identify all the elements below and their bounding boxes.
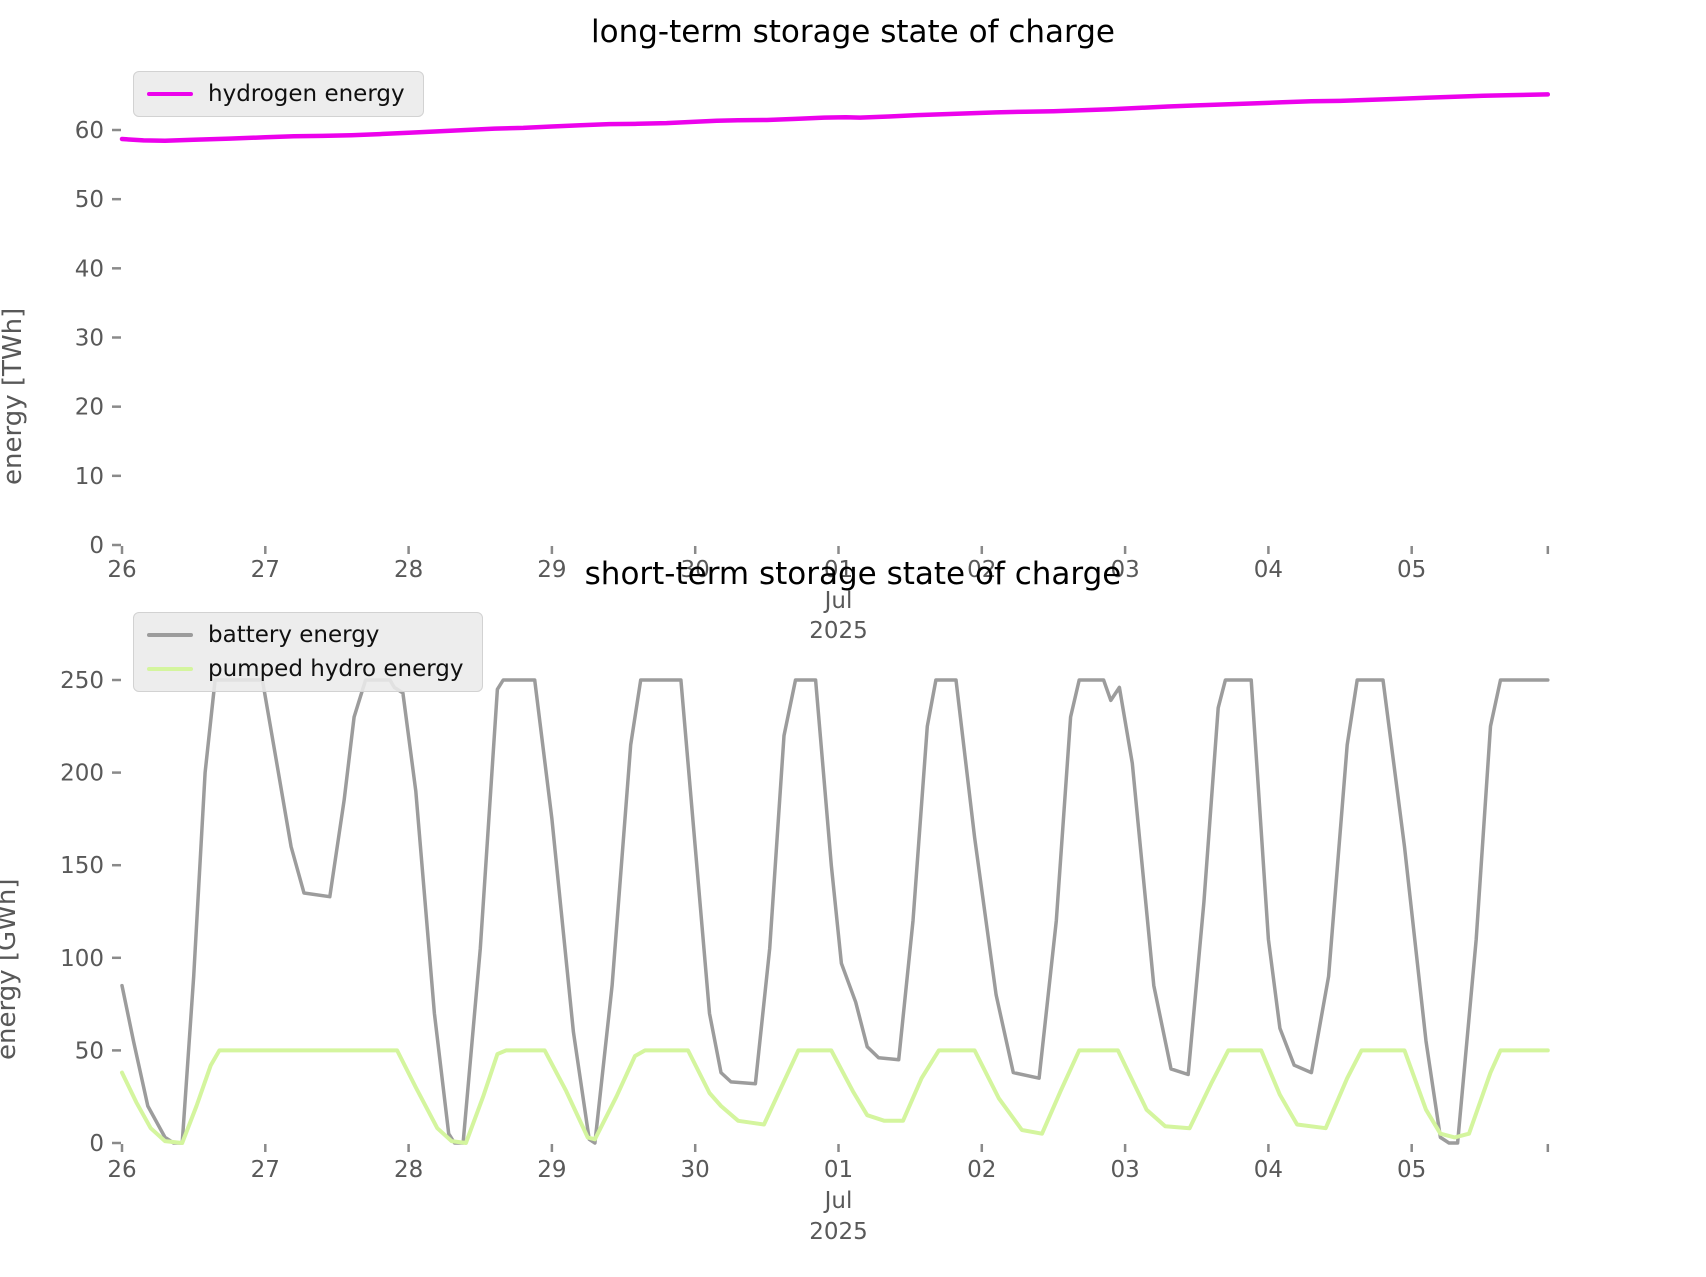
legend-item-hydrogen: hydrogen energy [147,81,405,107]
long-term-legend: hydrogen energy [133,71,424,117]
pumped-hydro-line-swatch [147,667,193,671]
x-axis-month-label: Jul [823,588,853,614]
hydrogen-line-swatch [147,92,193,96]
x-tick-label: 04 [1254,557,1283,583]
x-tick-label: 29 [537,1157,566,1183]
y-tick-label: 0 [89,1131,104,1157]
legend-label-battery: battery energy [208,622,380,648]
short-term-legend: battery energy pumped hydro energy [133,612,483,692]
y-tick-label: 50 [75,1038,104,1064]
y-tick-label: 20 [75,395,104,421]
legend-label-pumped-hydro: pumped hydro energy [208,656,464,682]
y-tick-label: 40 [75,256,104,282]
x-tick-label: 05 [1397,557,1426,583]
long-term-chart-title: long-term storage state of charge [591,14,1115,50]
y-tick-label: 150 [60,853,104,879]
x-tick-label: 28 [394,1157,423,1183]
y-tick-label: 200 [60,761,104,787]
battery-energy-line [120,678,1550,1145]
x-tick-label: 02 [967,557,996,583]
battery-line-swatch [147,633,193,637]
y-tick-label: 60 [75,118,104,144]
y-tick-label: 0 [89,533,104,559]
x-tick-label: 01 [824,1157,853,1183]
y-tick-label: 50 [75,187,104,213]
x-tick-label: 27 [251,557,280,583]
x-tick-label: 29 [537,557,566,583]
y-tick-label: 250 [60,668,104,694]
legend-item-battery: battery energy [147,622,464,648]
x-tick-label: 02 [967,1157,996,1183]
y-tick-label: 100 [60,946,104,972]
x-tick-label: 05 [1397,1157,1426,1183]
x-tick-label: 04 [1254,1157,1283,1183]
y-tick-label: 30 [75,326,104,352]
x-tick-label: 26 [107,557,136,583]
y-tick-label: 10 [75,464,104,490]
hydrogen-energy-line [119,92,1551,143]
x-axis-month-label: Jul [823,1188,853,1214]
short-term-y-axis-label: energy [GWh] [0,878,22,1060]
x-tick-label: 03 [1110,557,1139,583]
pumped-hydro-energy-line [120,1048,1550,1145]
legend-item-pumped-hydro: pumped hydro energy [147,656,464,682]
long-term-y-axis-label: energy [TWh] [0,307,28,485]
x-tick-label: 26 [107,1157,136,1183]
x-tick-label: 01 [824,557,853,583]
x-axis-year-label: 2025 [809,1219,868,1245]
short-term-chart-title: short-term storage state of charge [584,556,1122,592]
x-tick-label: 28 [394,557,423,583]
x-axis-year-label: 2025 [809,618,868,644]
x-tick-label: 30 [681,557,710,583]
long-term-chart-plot: 0 10 20 30 40 50 60 26 27 28 29 30 01 Jul 2025 02 03 04 05 [75,92,1551,644]
x-tick-label: 30 [681,1157,710,1183]
x-tick-label: 27 [251,1157,280,1183]
legend-label-hydrogen: hydrogen energy [208,81,405,107]
x-tick-label: 03 [1110,1157,1139,1183]
